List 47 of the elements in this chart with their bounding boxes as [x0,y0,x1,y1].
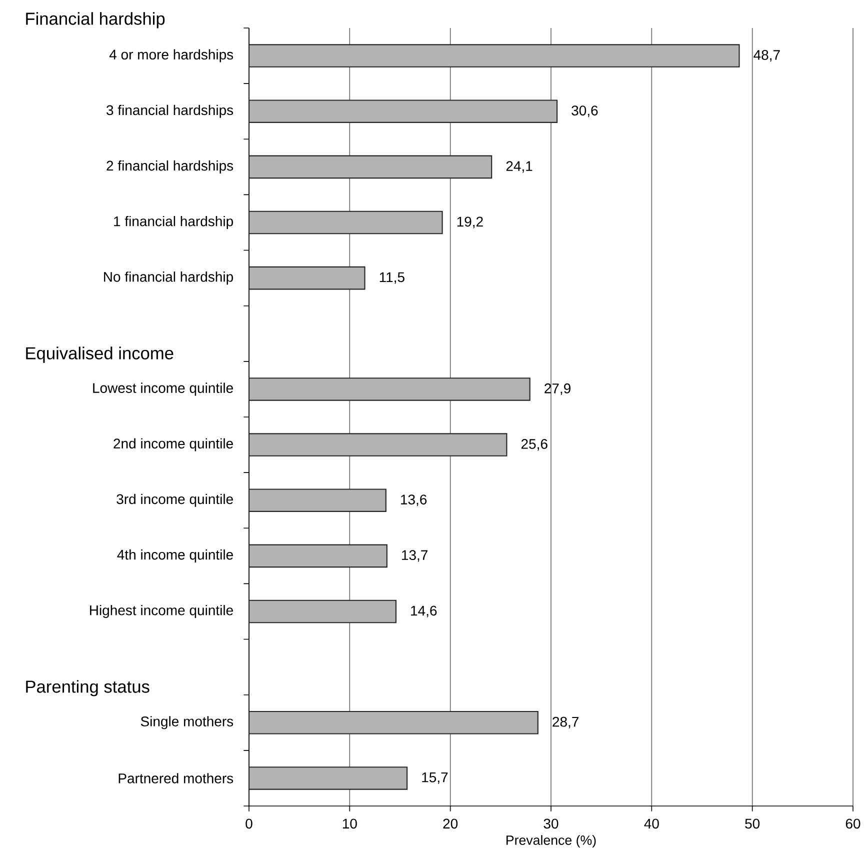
x-tick-label: 60 [846,818,860,829]
y-tick-label: Highest income quintile [90,604,233,618]
bar [248,766,408,790]
bar [248,210,443,234]
data-label: 13,6 [401,494,427,506]
y-tick-label: Lowest income quintile [93,382,233,396]
bar [248,266,366,290]
y-tick-label: 4th income quintile [117,549,233,562]
data-label: 30,6 [572,106,598,118]
x-tick-label: 50 [745,818,760,829]
text: Financial hardship [26,12,165,28]
data-label: 28,7 [552,716,578,728]
y-tick-label: 3 financial hardships [106,104,234,118]
y-tick-label: Partnered mothers [118,773,234,784]
data-label: 25,6 [521,439,548,451]
y-tick-label: Single mothers [140,716,234,730]
x-tick-label: 40 [644,818,659,829]
bar [248,100,558,123]
bar [248,378,530,401]
x-tick-label: 30 [544,818,558,829]
x-axis-title: Prevalence (%) [506,835,596,848]
bar [248,155,492,179]
bar [248,44,740,68]
y-tick-label: 2nd income quintile [114,438,233,452]
data-label: 15,7 [422,772,448,784]
bar [248,710,538,734]
x-tick-label: 0 [246,818,252,829]
data-label: 14,6 [411,606,437,618]
data-label: 19,2 [457,216,483,228]
text: Equivalised income [26,346,174,363]
bar [248,600,397,624]
bar [248,544,388,568]
text: Parenting status [26,680,150,696]
data-label: 11,5 [380,272,404,284]
data-label: 48,7 [754,50,780,62]
bar [248,488,386,512]
y-tick-label: 4 or more hardships [109,49,234,62]
data-label: 13,7 [402,550,428,562]
bar [248,433,508,456]
data-label: 24,1 [506,161,532,173]
y-tick-label: 2 financial hardships [106,160,234,174]
x-tick-label: 10 [342,818,357,829]
x-tick-label: 20 [443,818,458,829]
y-tick-label: 3rd income quintile [116,494,233,507]
y-tick-label: 1 financial hardship [114,216,233,230]
y-tick-label: No financial hardship [104,272,233,285]
data-label: 27,9 [544,383,570,395]
